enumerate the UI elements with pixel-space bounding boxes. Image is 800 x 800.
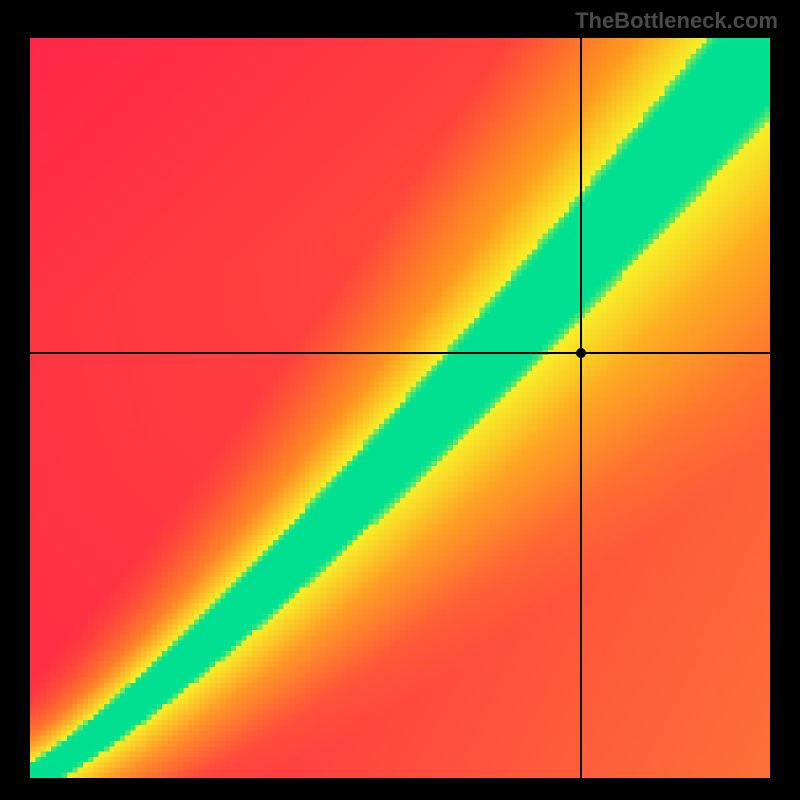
chart-container: TheBottleneck.com <box>0 0 800 800</box>
crosshair-marker-dot <box>576 348 586 358</box>
crosshair-vertical-line <box>580 38 582 778</box>
bottleneck-heatmap <box>30 38 770 778</box>
crosshair-horizontal-line <box>30 352 770 354</box>
attribution-label: TheBottleneck.com <box>575 8 778 34</box>
